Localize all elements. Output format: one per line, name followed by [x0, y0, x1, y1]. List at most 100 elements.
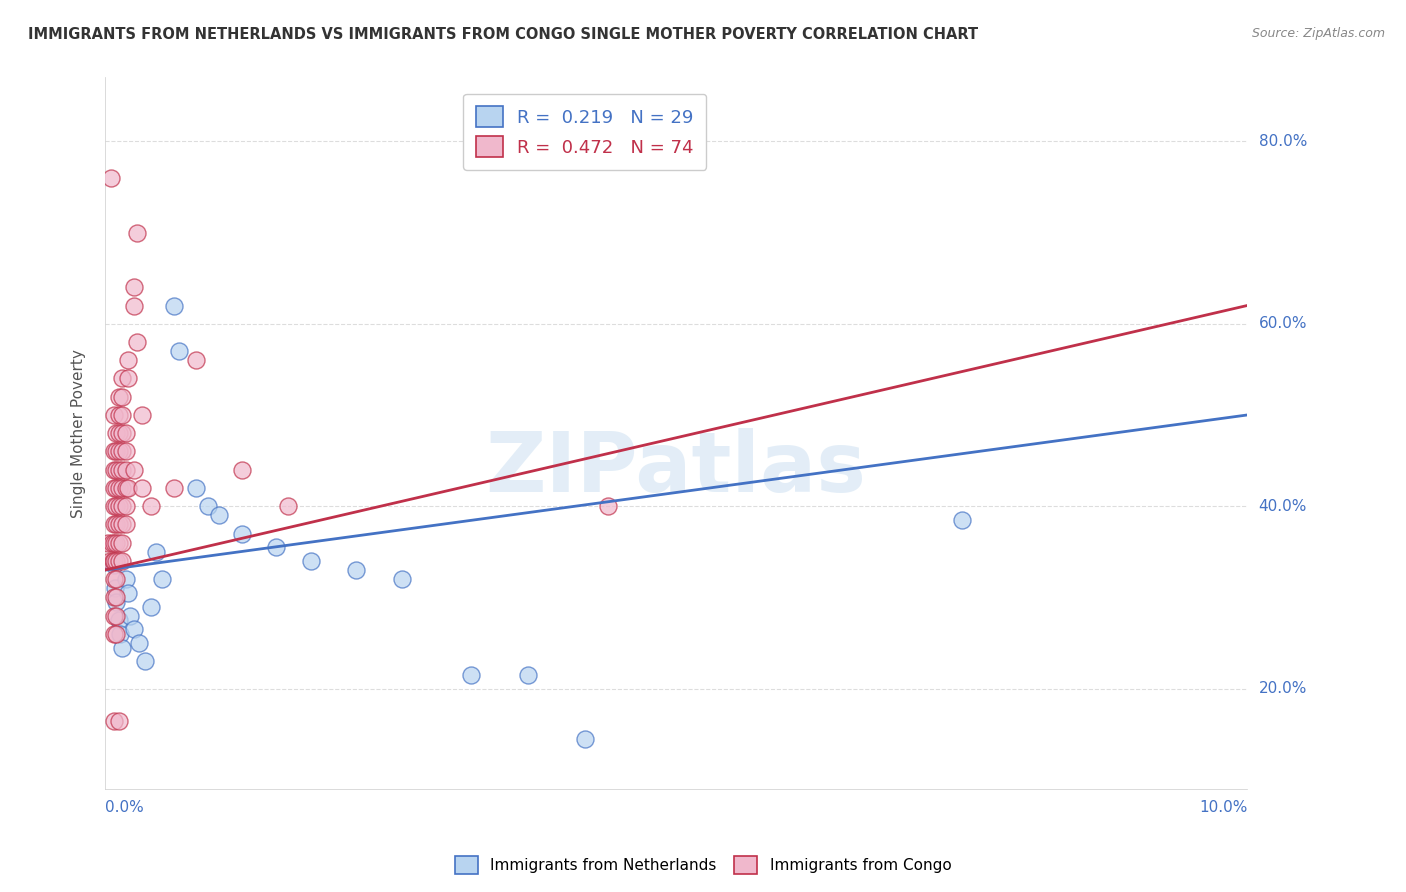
- Point: [139, 599, 162, 614]
- Point: [107, 517, 129, 532]
- Y-axis label: Single Mother Poverty: Single Mother Poverty: [72, 349, 86, 517]
- Point: [117, 481, 139, 495]
- Text: 40.0%: 40.0%: [1258, 499, 1308, 514]
- Text: 0.0%: 0.0%: [105, 800, 143, 815]
- Point: [105, 535, 128, 549]
- Point: [107, 444, 129, 458]
- Point: [103, 627, 125, 641]
- Point: [391, 572, 413, 586]
- Point: [574, 731, 596, 746]
- Point: [105, 591, 128, 605]
- Point: [111, 371, 134, 385]
- Point: [103, 591, 125, 605]
- Point: [117, 353, 139, 368]
- Point: [117, 586, 139, 600]
- Text: ZIPatlas: ZIPatlas: [485, 428, 866, 509]
- Point: [107, 390, 129, 404]
- Point: [111, 408, 134, 422]
- Text: Source: ZipAtlas.com: Source: ZipAtlas.com: [1251, 27, 1385, 40]
- Point: [277, 499, 299, 513]
- Point: [114, 499, 136, 513]
- Point: [105, 608, 128, 623]
- Point: [162, 481, 184, 495]
- Point: [101, 554, 124, 568]
- Point: [111, 390, 134, 404]
- Text: IMMIGRANTS FROM NETHERLANDS VS IMMIGRANTS FROM CONGO SINGLE MOTHER POVERTY CORRE: IMMIGRANTS FROM NETHERLANDS VS IMMIGRANT…: [28, 27, 979, 42]
- Point: [111, 535, 134, 549]
- Point: [460, 668, 482, 682]
- Point: [134, 654, 156, 668]
- Point: [344, 563, 367, 577]
- Point: [117, 371, 139, 385]
- Point: [122, 298, 145, 312]
- Point: [107, 408, 129, 422]
- Point: [111, 463, 134, 477]
- Point: [231, 526, 253, 541]
- Text: 20.0%: 20.0%: [1258, 681, 1308, 696]
- Point: [125, 226, 148, 240]
- Point: [128, 636, 150, 650]
- Point: [950, 513, 973, 527]
- Point: [105, 426, 128, 441]
- Point: [122, 280, 145, 294]
- Point: [103, 535, 125, 549]
- Point: [100, 170, 122, 185]
- Point: [101, 535, 124, 549]
- Text: 60.0%: 60.0%: [1258, 317, 1308, 331]
- Point: [105, 499, 128, 513]
- Point: [103, 608, 125, 623]
- Point: [186, 481, 208, 495]
- Point: [114, 444, 136, 458]
- Point: [105, 463, 128, 477]
- Point: [105, 517, 128, 532]
- Point: [105, 595, 128, 609]
- Point: [596, 499, 619, 513]
- Point: [111, 640, 134, 655]
- Point: [105, 444, 128, 458]
- Point: [103, 444, 125, 458]
- Point: [167, 344, 190, 359]
- Point: [111, 444, 134, 458]
- Point: [197, 499, 219, 513]
- Point: [125, 334, 148, 349]
- Legend: R =  0.219   N = 29, R =  0.472   N = 74: R = 0.219 N = 29, R = 0.472 N = 74: [463, 94, 706, 169]
- Point: [103, 463, 125, 477]
- Point: [114, 517, 136, 532]
- Point: [231, 463, 253, 477]
- Point: [103, 714, 125, 728]
- Point: [120, 608, 142, 623]
- Point: [122, 623, 145, 637]
- Point: [107, 535, 129, 549]
- Point: [105, 627, 128, 641]
- Legend: Immigrants from Netherlands, Immigrants from Congo: Immigrants from Netherlands, Immigrants …: [449, 850, 957, 880]
- Point: [105, 481, 128, 495]
- Point: [107, 554, 129, 568]
- Point: [111, 554, 134, 568]
- Text: 10.0%: 10.0%: [1199, 800, 1247, 815]
- Point: [104, 582, 127, 596]
- Point: [114, 572, 136, 586]
- Point: [111, 426, 134, 441]
- Point: [114, 463, 136, 477]
- Point: [107, 613, 129, 627]
- Point: [122, 463, 145, 477]
- Point: [103, 517, 125, 532]
- Point: [97, 535, 120, 549]
- Point: [186, 353, 208, 368]
- Point: [107, 481, 129, 495]
- Point: [114, 426, 136, 441]
- Point: [103, 408, 125, 422]
- Point: [111, 517, 134, 532]
- Point: [107, 463, 129, 477]
- Point: [103, 499, 125, 513]
- Point: [103, 554, 125, 568]
- Point: [107, 714, 129, 728]
- Point: [107, 499, 129, 513]
- Point: [145, 545, 167, 559]
- Point: [131, 481, 153, 495]
- Text: 80.0%: 80.0%: [1258, 134, 1308, 149]
- Point: [103, 572, 125, 586]
- Point: [299, 554, 322, 568]
- Point: [103, 558, 125, 573]
- Point: [98, 554, 121, 568]
